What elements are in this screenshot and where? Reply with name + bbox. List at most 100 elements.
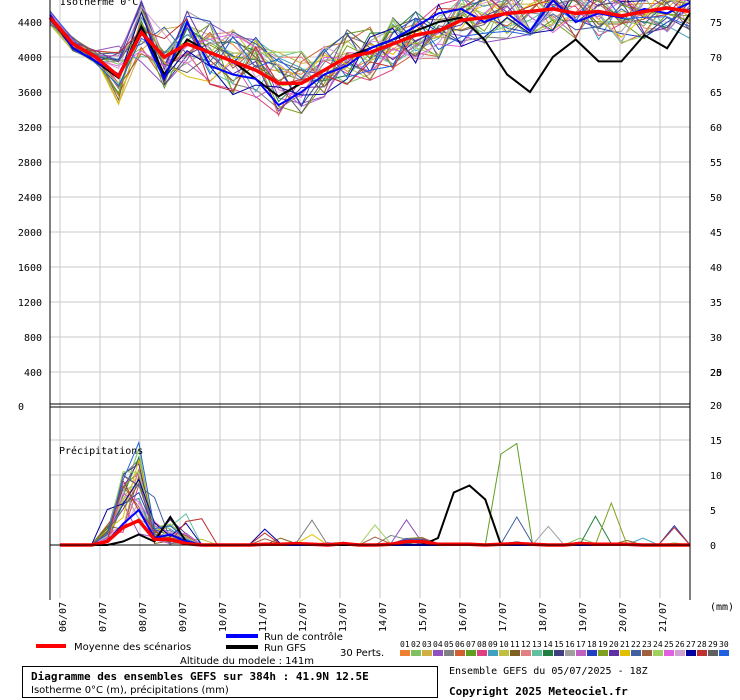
x-tick-label: 21/07 <box>658 602 669 632</box>
perturbation-line <box>49 0 682 92</box>
pert-legend-swatch <box>466 650 476 656</box>
pert-legend-label: 27 <box>686 640 696 649</box>
precip-right-tick: 5 <box>710 506 716 517</box>
perturbation-legend: 01 02 03 04 05 06 07 08 09 10 11 12 13 14 15 16 17 18 19 20… <box>400 640 729 656</box>
y-left-tick: 1600 <box>18 263 42 274</box>
mean-isotherm-line <box>48 6 691 86</box>
precip-right-tick: 0 <box>710 541 716 552</box>
precip-right-tick: 10 <box>710 471 722 482</box>
y-right-tick: 30 <box>710 333 722 344</box>
y-right-tick: 25 <box>710 368 722 379</box>
pert-legend-swatch <box>477 650 487 656</box>
y-left-tick: 800 <box>24 333 42 344</box>
precip-subtitle: Précipitations <box>59 445 143 457</box>
precip-grid <box>50 405 690 598</box>
pert-legend-swatch <box>587 650 597 656</box>
pert-legend-swatch <box>653 650 663 656</box>
x-tick-label: 07/07 <box>98 602 109 632</box>
x-tick-label: 20/07 <box>618 602 629 632</box>
pert-legend-swatch <box>444 650 454 656</box>
y-right-tick: 50 <box>710 193 722 204</box>
pert-legend-swatch <box>620 650 630 656</box>
pert-legend-label: 21 <box>620 640 630 649</box>
pert-legend-swatch <box>411 650 421 656</box>
chart-title: Diagramme des ensembles GEFS sur 384h : … <box>31 670 369 683</box>
pert-legend-label: 11 <box>510 640 520 649</box>
perturbation-line <box>49 0 679 117</box>
precip-unit: (mm) <box>710 602 734 613</box>
perturbation-line <box>49 0 691 84</box>
pert-legend-label: 12 <box>521 640 531 649</box>
pert-legend-swatch <box>499 650 509 656</box>
y-right-tick: 65 <box>710 88 722 99</box>
y-right-tick: 55 <box>710 158 722 169</box>
y-right-tick: 60 <box>710 123 722 134</box>
y-right-tick: 45 <box>710 228 722 239</box>
y-right-tick: 40 <box>710 263 722 274</box>
pert-legend-swatch <box>532 650 542 656</box>
precip-right-tick: 15 <box>710 436 722 447</box>
x-tick-label: 19/07 <box>578 602 589 632</box>
main-series-lines <box>48 0 691 547</box>
x-tick-label: 13/07 <box>338 602 349 632</box>
pert-legend-swatch <box>433 650 443 656</box>
pert-legend-label: 20 <box>609 640 619 649</box>
chart-title-box: Diagramme des ensembles GEFS sur 384h : … <box>22 666 438 698</box>
y-left-tick: 400 <box>24 368 42 379</box>
x-tick-label: 06/07 <box>58 602 69 632</box>
control-isotherm-line <box>49 0 691 107</box>
chart-subtitle: Isotherme 0°C (m), précipitations (mm) <box>31 685 229 696</box>
perturbation-line <box>49 0 691 96</box>
legend-gfs-label: Run GFS <box>264 643 306 654</box>
isotherm-subtitle: Isotherme 0°C <box>60 0 138 8</box>
pert-legend-label: 18 <box>587 640 597 649</box>
pert-legend-swatch <box>708 650 718 656</box>
pert-legend-swatch <box>697 650 707 656</box>
x-tick-label: 17/07 <box>498 602 509 632</box>
pert-legend-label: 24 <box>653 640 663 649</box>
pert-legend-label: 25 <box>664 640 674 649</box>
tick-labels: 0400800120016002000240028003200360040004… <box>18 18 722 632</box>
y-left-tick: 4000 <box>18 53 42 64</box>
pert-legend-label: 19 <box>598 640 608 649</box>
y-left-tick: 3600 <box>18 88 42 99</box>
y-right-tick: 20 <box>710 368 722 379</box>
pert-legend-label: 29 <box>708 640 718 649</box>
y-right-tick: 35 <box>710 298 722 309</box>
x-tick-label: 09/07 <box>178 602 189 632</box>
pert-legend-swatch <box>719 650 729 656</box>
y-left-tick: 0 <box>18 402 24 413</box>
x-tick-label: 12/07 <box>298 602 309 632</box>
perturbation-line <box>49 8 691 96</box>
y-left-tick: 2000 <box>18 228 42 239</box>
ensemble-run-label: Ensemble GEFS du 05/07/2025 - 18Z <box>449 666 648 677</box>
legend-control-label: Run de contrôle <box>264 631 343 643</box>
y-left-tick: 3200 <box>18 123 42 134</box>
pert-legend-label: 04 <box>433 640 443 649</box>
pert-legend-swatch <box>565 650 575 656</box>
altitude-label: Altitude du modele : 141m <box>180 656 314 667</box>
pert-legend-label: 13 <box>532 640 542 649</box>
y-right-tick: 70 <box>710 53 722 64</box>
pert-legend-swatch <box>400 650 410 656</box>
pert-legend-swatch <box>642 650 652 656</box>
pert-legend-label: 10 <box>499 640 509 649</box>
y-left-tick: 1200 <box>18 298 42 309</box>
y-left-tick: 2400 <box>18 193 42 204</box>
pert-legend-swatch <box>543 650 553 656</box>
pert-legend-swatch <box>510 650 520 656</box>
pert-legend-label: 02 <box>411 640 421 649</box>
pert-legend-label: 01 <box>400 640 410 649</box>
pert-legend-swatch <box>422 650 432 656</box>
legend-perts-label: 30 Perts. <box>340 648 384 659</box>
pert-legend-label: 17 <box>576 640 586 649</box>
pert-legend-label: 23 <box>642 640 652 649</box>
pert-legend-swatch <box>631 650 641 656</box>
pert-legend-swatch <box>598 650 608 656</box>
x-tick-label: 14/07 <box>378 602 389 632</box>
y-right-tick: 75 <box>710 18 722 29</box>
pert-legend-label: 08 <box>477 640 487 649</box>
legend-mean-label: Moyenne des scénarios <box>74 641 191 653</box>
pert-legend-label: 09 <box>488 640 498 649</box>
